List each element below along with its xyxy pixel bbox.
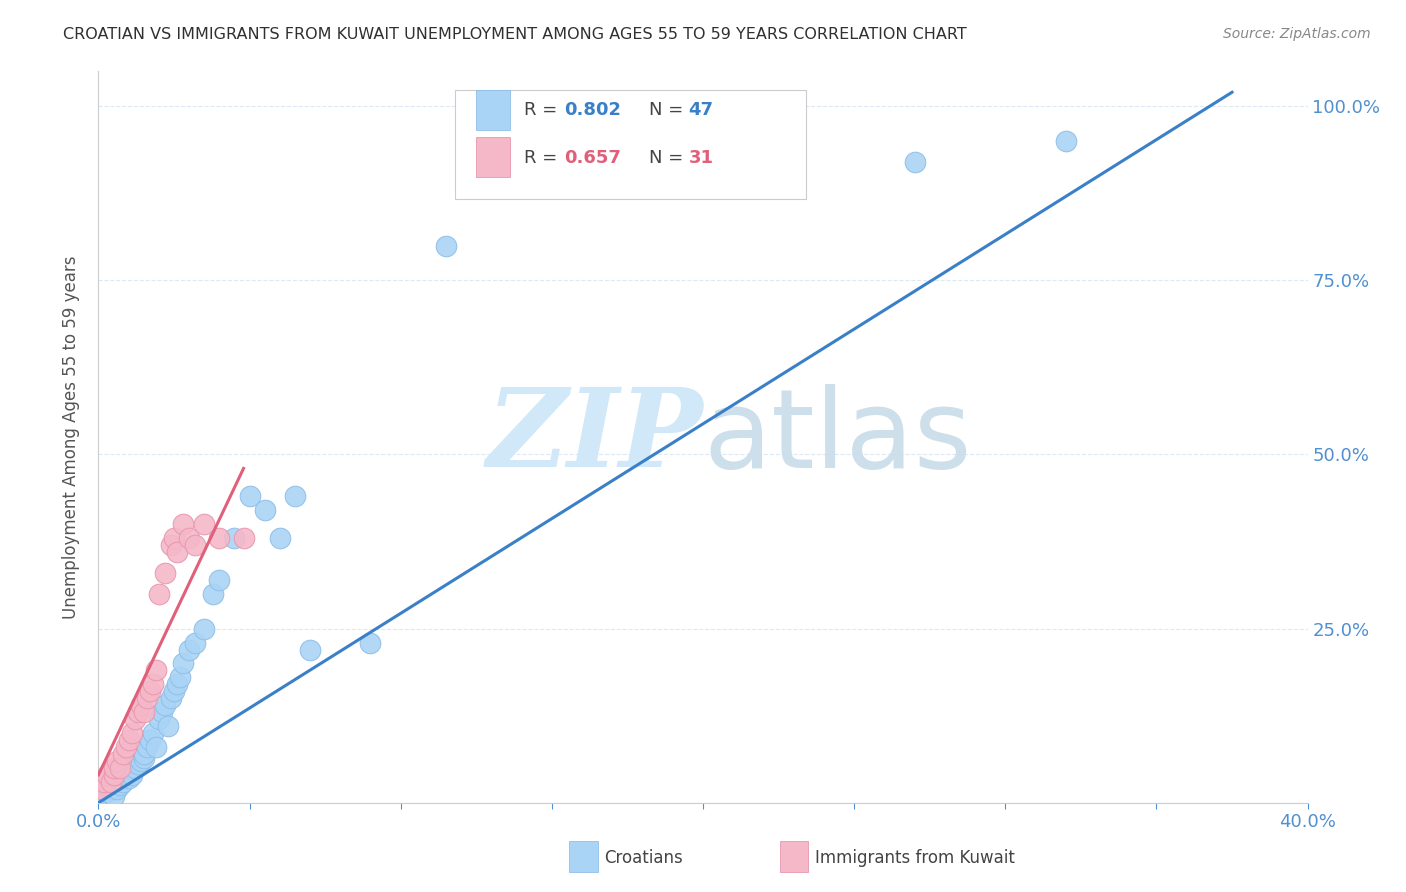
Point <box>172 657 194 671</box>
Text: R =: R = <box>524 149 562 167</box>
Point <box>132 750 155 764</box>
Point <box>156 719 179 733</box>
FancyBboxPatch shape <box>475 90 509 130</box>
Point <box>360 635 382 649</box>
Point <box>111 775 134 789</box>
Point <box>160 538 183 552</box>
Point <box>172 517 194 532</box>
Point <box>129 698 152 713</box>
Point <box>179 642 201 657</box>
Point <box>124 712 146 726</box>
Point <box>269 531 291 545</box>
Point <box>179 531 201 545</box>
Point <box>904 155 927 169</box>
Point <box>121 768 143 782</box>
Point <box>103 761 125 775</box>
Point <box>127 757 149 772</box>
Point <box>145 740 167 755</box>
Point <box>232 531 254 545</box>
Point <box>118 772 141 786</box>
Text: ZIP: ZIP <box>486 384 703 491</box>
Text: Source: ZipAtlas.com: Source: ZipAtlas.com <box>1223 27 1371 41</box>
Point <box>299 642 322 657</box>
Point <box>153 566 176 580</box>
Point <box>100 775 122 789</box>
Point <box>111 747 134 761</box>
Point <box>124 761 146 775</box>
Text: 31: 31 <box>689 149 713 167</box>
Point <box>202 587 225 601</box>
Point <box>142 726 165 740</box>
Point <box>184 635 207 649</box>
Text: Croatians: Croatians <box>605 849 683 867</box>
Point <box>139 733 162 747</box>
Point <box>239 489 262 503</box>
Point <box>96 768 118 782</box>
Point <box>208 531 231 545</box>
Text: 0.802: 0.802 <box>564 101 621 120</box>
Point <box>105 754 128 768</box>
Point <box>135 691 157 706</box>
Point <box>148 712 170 726</box>
Text: 0.657: 0.657 <box>564 149 621 167</box>
Y-axis label: Unemployment Among Ages 55 to 59 years: Unemployment Among Ages 55 to 59 years <box>62 255 80 619</box>
Point <box>129 754 152 768</box>
Point <box>96 785 118 799</box>
Text: Immigrants from Kuwait: Immigrants from Kuwait <box>815 849 1015 867</box>
Point <box>96 778 118 792</box>
Point <box>93 781 115 796</box>
Point <box>90 789 112 803</box>
Point <box>118 733 141 747</box>
Point <box>118 761 141 775</box>
Point <box>163 684 186 698</box>
Point <box>127 705 149 719</box>
Point <box>103 768 125 782</box>
Point <box>108 778 131 792</box>
Point <box>132 747 155 761</box>
FancyBboxPatch shape <box>456 90 806 200</box>
Point <box>103 775 125 789</box>
Point <box>139 684 162 698</box>
Point <box>160 691 183 706</box>
Point <box>100 781 122 796</box>
Point <box>121 726 143 740</box>
Point <box>184 538 207 552</box>
Point <box>153 698 176 713</box>
Point <box>114 768 136 782</box>
Point <box>145 664 167 678</box>
Point <box>284 489 307 503</box>
Text: R =: R = <box>524 101 562 120</box>
Point <box>193 517 215 532</box>
Point <box>103 789 125 803</box>
Point <box>135 740 157 755</box>
Point <box>193 622 215 636</box>
Point <box>163 531 186 545</box>
Point <box>224 531 246 545</box>
Point <box>169 670 191 684</box>
Point <box>108 761 131 775</box>
Point <box>434 238 457 252</box>
Text: 47: 47 <box>689 101 713 120</box>
Text: atlas: atlas <box>703 384 972 491</box>
Point <box>208 573 231 587</box>
Point <box>148 587 170 601</box>
Point <box>93 775 115 789</box>
Point <box>142 677 165 691</box>
Point <box>150 705 173 719</box>
Point <box>253 503 276 517</box>
Point <box>1054 134 1077 148</box>
Point <box>105 781 128 796</box>
Point <box>90 781 112 796</box>
Point <box>132 705 155 719</box>
Text: N =: N = <box>648 101 689 120</box>
FancyBboxPatch shape <box>475 137 509 178</box>
Text: N =: N = <box>648 149 689 167</box>
Point <box>166 677 188 691</box>
Point <box>114 740 136 755</box>
Point <box>166 545 188 559</box>
Text: CROATIAN VS IMMIGRANTS FROM KUWAIT UNEMPLOYMENT AMONG AGES 55 TO 59 YEARS CORREL: CROATIAN VS IMMIGRANTS FROM KUWAIT UNEMP… <box>63 27 967 42</box>
